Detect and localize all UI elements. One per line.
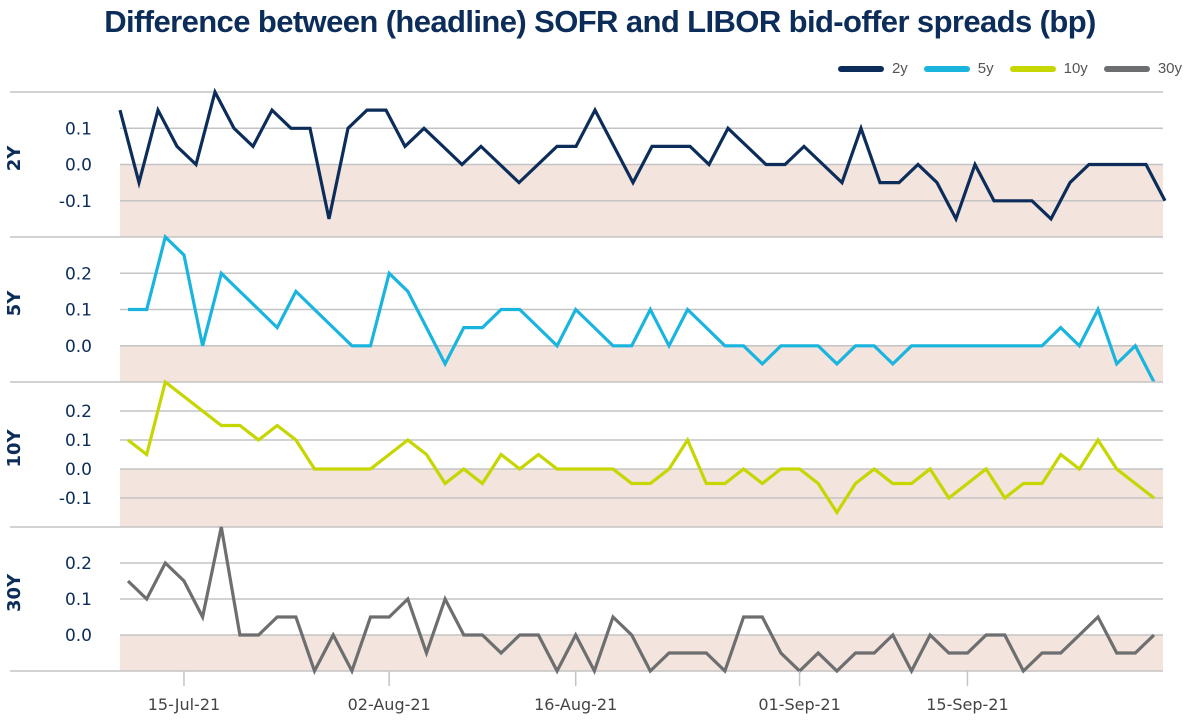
legend-swatch-30y [1103, 65, 1150, 72]
series-line-5y [128, 233, 1156, 383]
series-line-10y [127, 379, 1155, 516]
legend-label-2y: 2y [891, 60, 908, 77]
y-tick-label-10y: -0.1 [59, 489, 92, 509]
series-line-30y [126, 526, 1156, 676]
y-tick-label-30y: 0.2 [65, 554, 92, 574]
legend-swatch-10y [1009, 65, 1056, 72]
legend-item-10y: 10y [1009, 60, 1088, 77]
y-tick-label-10y: 0.1 [65, 431, 92, 451]
y-tick-label-2y: 0.0 [65, 156, 92, 176]
legend-item-5y: 5y [923, 60, 994, 77]
legend-swatch-5y [923, 65, 970, 72]
legend-label-30y: 30y [1157, 60, 1182, 77]
legend-label-10y: 10y [1063, 60, 1088, 77]
legend-item-2y: 2y [837, 60, 908, 77]
x-tick-label: 01-Sep-21 [758, 695, 840, 714]
y-tick-label-5y: 0.2 [65, 264, 92, 284]
y-tick-label-30y: 0.0 [65, 626, 92, 646]
panel-label-2y: 2Y [4, 145, 25, 172]
x-tick-label: 16-Aug-21 [534, 695, 617, 714]
x-tick-label: 15-Sep-21 [926, 695, 1008, 714]
y-tick-label-5y: 0.0 [65, 337, 92, 357]
x-tick-label: 02-Aug-21 [348, 695, 431, 714]
legend: 2y 5y 10y 30y [837, 60, 1182, 77]
y-tick-label-2y: 0.1 [65, 119, 92, 139]
panel-label-10y: 10Y [4, 428, 25, 467]
negative-region-5y [120, 345, 1163, 382]
chart-title: Difference between (headline) SOFR and L… [104, 4, 1096, 39]
y-tick-label-2y: -0.1 [59, 192, 92, 212]
x-tick-label: 15-Jul-21 [148, 695, 220, 714]
y-tick-label-5y: 0.1 [65, 301, 92, 321]
y-tick-label-10y: 0.0 [65, 460, 92, 480]
y-tick-label-10y: 0.2 [65, 402, 92, 422]
panel-label-30y: 30Y [4, 573, 25, 612]
y-tick-label-30y: 0.1 [65, 590, 92, 610]
legend-item-30y: 30y [1103, 60, 1182, 77]
series-line-2y [118, 87, 1167, 223]
legend-label-5y: 5y [977, 60, 994, 77]
panel-label-5y: 5Y [4, 290, 25, 317]
legend-swatch-2y [837, 65, 884, 72]
